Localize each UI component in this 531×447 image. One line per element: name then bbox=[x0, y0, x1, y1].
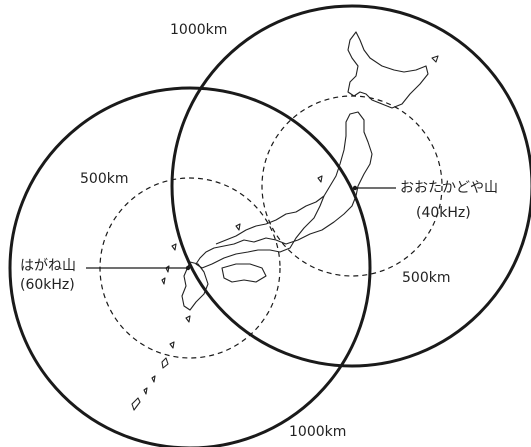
honshu-outline bbox=[195, 111, 373, 269]
island-outline bbox=[431, 55, 439, 63]
otakadoya-500km-ring bbox=[261, 95, 443, 277]
otakadoya-marker bbox=[352, 185, 358, 191]
hagane-500km-label: 500km bbox=[80, 171, 129, 187]
otakadoya-1000km-label: 1000km bbox=[170, 22, 228, 38]
island-outline bbox=[185, 315, 191, 323]
shikoku-outline bbox=[221, 263, 267, 283]
island-outline bbox=[317, 175, 323, 183]
otakadoya-500km-label: 500km bbox=[402, 270, 451, 286]
hagane-1000km-ring bbox=[8, 86, 372, 447]
japan-outline bbox=[131, 31, 439, 411]
hokkaido-outline bbox=[347, 31, 429, 109]
kyushu-outline bbox=[181, 261, 209, 311]
island-outline bbox=[131, 397, 141, 411]
otakadoya-1000km-ring bbox=[170, 4, 531, 368]
otakadoya-station-name: おおたかどや山 bbox=[400, 180, 498, 196]
island-outline bbox=[171, 243, 177, 251]
island-outline bbox=[161, 357, 169, 369]
sea-of-japan-coast bbox=[215, 195, 325, 245]
hagane-marker bbox=[185, 265, 191, 271]
island-outline bbox=[161, 277, 166, 285]
hagane-1000km-label: 1000km bbox=[289, 424, 347, 440]
island-outline bbox=[165, 265, 170, 273]
hagane-station-frequency: (60kHz) bbox=[20, 277, 75, 293]
otakadoya-station-frequency: (40kHz) bbox=[416, 205, 471, 221]
island-outline bbox=[169, 341, 175, 349]
island-outline bbox=[235, 223, 241, 231]
hagane-station-name: はがね山 bbox=[20, 258, 76, 274]
island-outline bbox=[143, 387, 148, 395]
island-outline bbox=[151, 375, 156, 383]
